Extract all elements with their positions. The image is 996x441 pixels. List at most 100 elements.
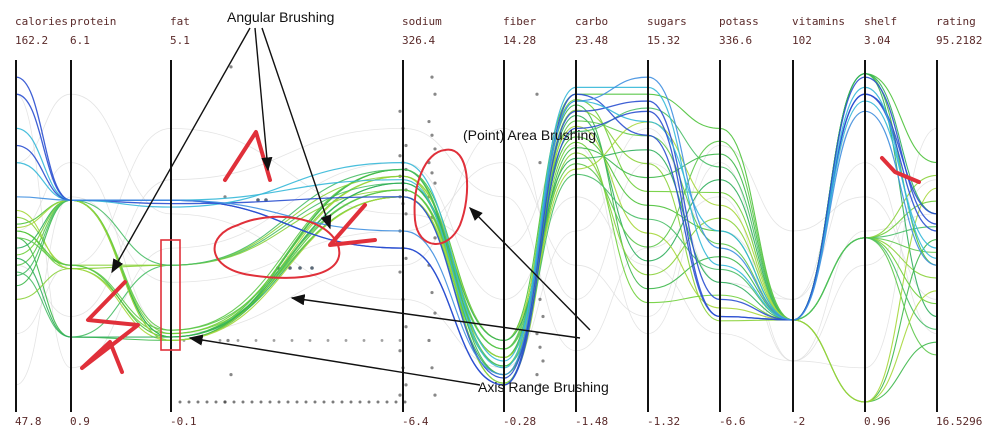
axis-label-shelf: shelf xyxy=(864,15,897,28)
axis-dot-50 xyxy=(229,65,233,69)
axis-sugars: sugars 15.32 -1.32 xyxy=(647,15,687,428)
annotation-arrow-3 xyxy=(469,207,591,331)
axis-min-shelf: 0.96 xyxy=(864,415,891,428)
axis-max-shelf: 3.04 xyxy=(864,34,891,47)
polylines xyxy=(15,73,938,403)
axis-dot-88 xyxy=(376,400,380,404)
polyline-8 xyxy=(15,73,938,359)
axis-dot-65 xyxy=(236,339,240,342)
axis-dot-52 xyxy=(226,338,230,343)
axis-dot-2 xyxy=(404,143,408,148)
annotation-arrow-2 xyxy=(261,27,332,230)
axis-dot-79 xyxy=(322,400,326,404)
axis-dot-35 xyxy=(433,311,437,315)
axis-dot-29 xyxy=(433,181,437,185)
annotation-arrow-4 xyxy=(290,294,581,339)
axis-dot-15 xyxy=(398,270,402,274)
context-line-1 xyxy=(15,127,938,335)
axis-dot-83 xyxy=(344,339,348,342)
axis-fiber: fiber 14.28 -0.28 xyxy=(503,15,536,428)
axis-dot-62 xyxy=(218,339,222,342)
axis-min-protein: 0.9 xyxy=(70,415,90,428)
axis-rating: rating 95.2182 16.5296 xyxy=(936,15,982,428)
axis-dot-69 xyxy=(259,400,263,404)
axis-dot-73 xyxy=(286,400,290,404)
axis-dot-63 xyxy=(223,400,227,404)
axis-dot-11 xyxy=(404,212,408,216)
annotation-arrows xyxy=(111,27,591,386)
annotation-arrow-5 xyxy=(188,334,481,386)
annotation-area-brushing: (Point) Area Brushing xyxy=(463,127,596,143)
axis-dot-98 xyxy=(298,266,302,270)
axis-dot-91 xyxy=(394,400,398,404)
axis-dot-38 xyxy=(433,393,437,397)
axis-max-sodium: 326.4 xyxy=(402,34,435,47)
axis-dot-61 xyxy=(214,400,218,404)
axis-label-fat: fat xyxy=(170,15,190,28)
axis-dot-89 xyxy=(380,339,384,342)
axis-dot-58 xyxy=(196,400,200,404)
axis-vitamins: vitamins 102 -2 xyxy=(792,15,845,428)
axis-dot-28 xyxy=(430,171,434,175)
axis-dot-74 xyxy=(290,339,294,342)
axis-dot-80 xyxy=(326,339,330,342)
axis-min-calories: 47.8 xyxy=(15,415,42,428)
axis-dot-39 xyxy=(535,92,539,96)
axis-max-potass: 336.6 xyxy=(719,34,752,47)
axis-max-fat: 5.1 xyxy=(170,34,190,47)
axis-dot-76 xyxy=(304,400,308,404)
context-line-4 xyxy=(15,127,938,362)
axis-dot-77 xyxy=(308,339,312,342)
axis-min-fat: -0.1 xyxy=(170,415,197,428)
axis-dot-36 xyxy=(427,338,431,343)
axis-min-carbo: -1.48 xyxy=(575,415,608,428)
axis-dot-37 xyxy=(430,366,434,370)
axis-dot-85 xyxy=(358,400,362,404)
axis-dot-40 xyxy=(538,161,542,165)
axis-max-fiber: 14.28 xyxy=(503,34,536,47)
axis-shelf: shelf 3.04 0.96 xyxy=(864,15,897,428)
axis-label-protein: protein xyxy=(70,15,116,28)
axis-dot-67 xyxy=(250,400,254,404)
axis-calories: calories 162.2 47.8 xyxy=(15,15,68,428)
axes: calories 162.2 47.8 protein 6.1 0.9 fat 5.1 -0.1… xyxy=(15,15,982,428)
axis-dot-93 xyxy=(403,400,407,404)
axis-fat: fat 5.1 -0.1 xyxy=(170,15,197,428)
axis-protein: protein 6.1 0.9 xyxy=(70,15,116,428)
axis-dot-3 xyxy=(398,154,402,158)
axis-dot-51 xyxy=(223,195,227,199)
axis-dot-71 xyxy=(272,339,276,342)
axis-dot-20 xyxy=(404,383,408,387)
axis-dot-72 xyxy=(277,400,281,404)
axis-dot-87 xyxy=(367,400,371,404)
axis-dot-23 xyxy=(433,92,437,96)
polyline-21 xyxy=(15,76,938,376)
axis-dot-66 xyxy=(241,400,245,404)
polyline-9 xyxy=(15,141,938,367)
axis-dot-81 xyxy=(331,400,335,404)
axis-dot-44 xyxy=(541,314,545,319)
axis-dot-55 xyxy=(178,400,182,404)
axis-dot-86 xyxy=(362,339,366,342)
axis-min-fiber: -0.28 xyxy=(503,415,536,428)
axis-label-sugars: sugars xyxy=(647,15,687,28)
axis-dot-34 xyxy=(430,290,434,295)
axis-dot-22 xyxy=(430,75,434,79)
area-brush-right xyxy=(413,148,469,245)
angular-brush-v2 xyxy=(328,203,377,247)
axis-dot-18 xyxy=(398,349,402,353)
area-brush-left xyxy=(213,215,341,279)
axis-dot-64 xyxy=(232,400,236,404)
axis-dot-84 xyxy=(349,400,353,404)
axis-dot-47 xyxy=(541,359,545,363)
axis-dot-57 xyxy=(187,400,191,404)
axis-dot-48 xyxy=(535,373,539,377)
axis-dot-94 xyxy=(256,198,260,202)
angular-brush-zigzag xyxy=(80,280,140,374)
axis-dot-14 xyxy=(404,256,408,260)
axis-dot-32 xyxy=(433,236,437,240)
axis-dot-97 xyxy=(288,266,292,270)
axis-dot-25 xyxy=(430,133,434,137)
polyline-7 xyxy=(15,107,938,350)
